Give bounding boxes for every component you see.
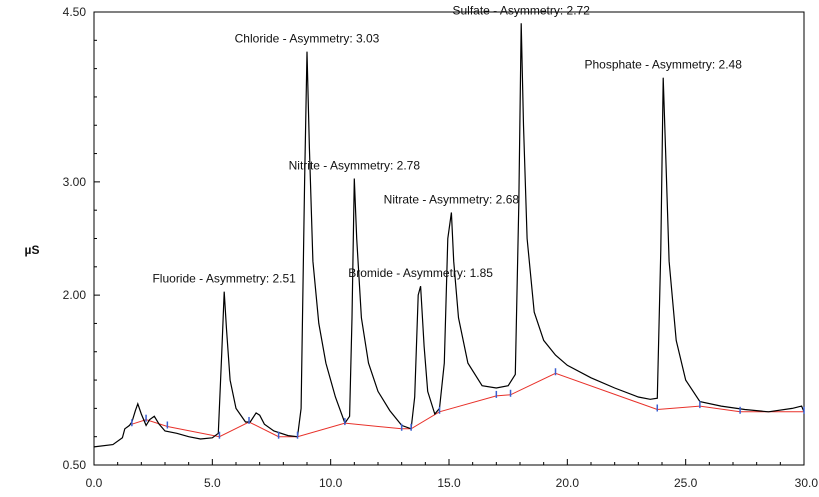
tick-labels: 0.0 5.0 10.0 15.0 20.0 25.0 30.0 0.50 2.00 3.00 4.…: [63, 5, 819, 490]
peak-annotation-label: Nitrate - Asymmetry: 2.68: [384, 192, 520, 206]
peak-annotation-label: Fluoride - Asymmetry: 2.51: [152, 272, 296, 286]
x-tick-label: 30.0: [795, 476, 819, 490]
peak-annotation-label: Bromide - Asymmetry: 1.85: [348, 266, 493, 280]
y-axis-label: µS: [25, 243, 40, 257]
x-tick-label: 25.0: [674, 476, 698, 490]
x-tick-label: 20.0: [556, 476, 580, 490]
y-tick-label: 0.50: [63, 458, 87, 472]
peak-annotation-label: Nitrite - Asymmetry: 2.78: [289, 158, 421, 172]
peak-boundary-markers: [131, 368, 805, 439]
axis-ticks: [93, 11, 805, 466]
x-tick-label: 15.0: [437, 476, 461, 490]
y-tick-label: 3.00: [63, 175, 87, 189]
peak-annotation-label: Phosphate - Asymmetry: 2.48: [584, 58, 742, 72]
y-tick-label: 4.50: [63, 5, 87, 19]
x-tick-label: 5.0: [204, 476, 221, 490]
peak-annotation-label: Sulfate - Asymmetry: 2.72: [452, 3, 590, 17]
y-tick-label: 2.00: [63, 288, 87, 302]
x-tick-label: 0.0: [86, 476, 103, 490]
baseline-series-line: [131, 372, 804, 438]
x-tick-label: 10.0: [319, 476, 343, 490]
conductivity-series-line: [93, 23, 805, 448]
peak-annotations: Fluoride - Asymmetry: 2.51 Chloride - Asy…: [152, 3, 742, 285]
peak-annotation-label: Chloride - Asymmetry: 3.03: [235, 32, 380, 46]
